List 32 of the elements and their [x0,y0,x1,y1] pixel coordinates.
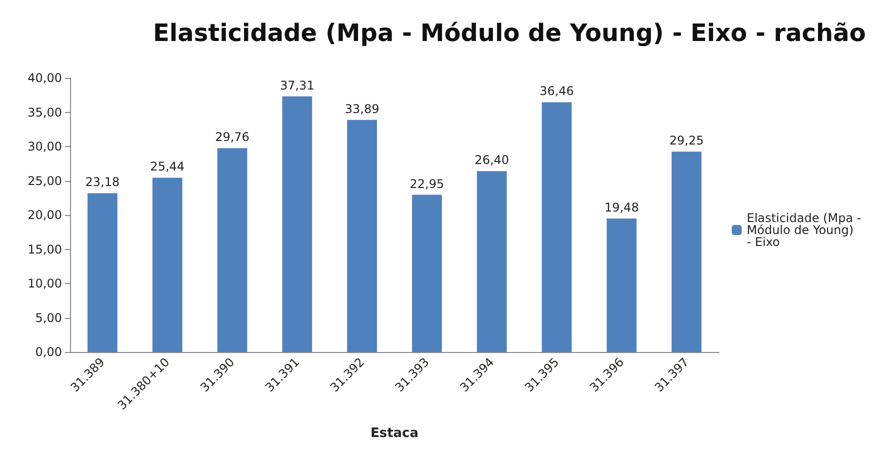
data-label: 37,31 [280,78,314,92]
bar [347,120,377,352]
data-label: 33,89 [344,102,380,116]
data-label: 26,40 [474,153,510,168]
y-tick-label: 15,00 [28,242,62,256]
bar [476,171,507,352]
bar [88,193,118,352]
y-tick-label: 30,00 [28,140,62,154]
data-label: 22,95 [410,176,444,191]
bar [606,218,637,352]
y-tick-label: 40,00 [28,71,62,85]
bar [217,148,248,352]
bar [672,152,702,352]
y-tick-label: 20,00 [28,208,62,222]
chart-title: Elasticidade (Mpa - Módulo de Young) - Eixo - rachão [153,19,866,47]
legend-label: Elasticidade (Mpa - Módulo de Young) - Eixo [746,211,866,249]
y-tick-label: 10,00 [28,276,62,290]
data-label: 25,44 [150,160,185,174]
y-tick-label: 5,00 [35,310,62,325]
y-tick-label: 0,00 [35,345,62,359]
bar [152,178,182,352]
y-tick-label: 25,00 [28,174,62,188]
data-label: 29,25 [669,134,704,148]
bar [412,194,442,352]
data-label: 29,76 [215,130,250,144]
data-label: 19,48 [604,200,639,215]
data-label: 23,18 [85,175,120,190]
y-tick-label: 35,00 [28,105,62,120]
bar [542,102,572,352]
x-axis-title: Estaca [370,426,419,441]
bar [282,96,312,352]
data-label: 36,46 [540,84,574,98]
